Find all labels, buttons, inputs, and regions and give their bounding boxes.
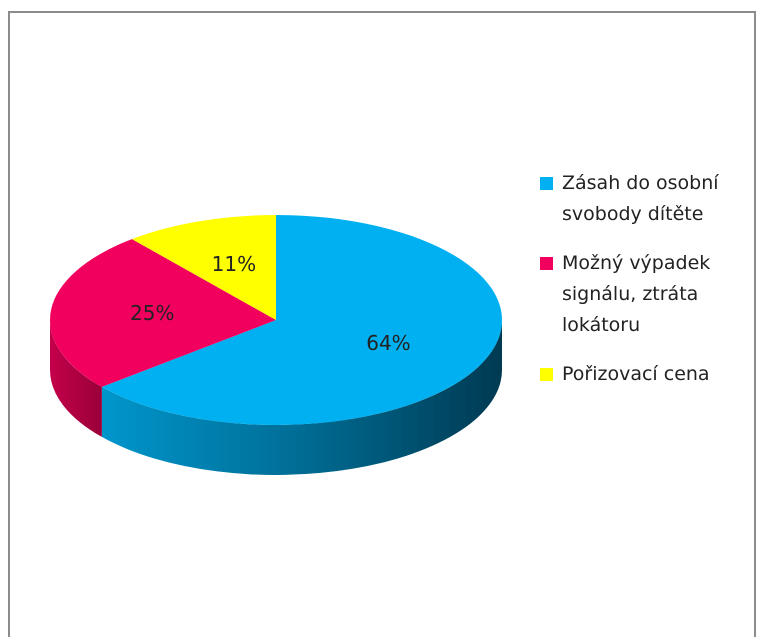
- legend-label: Možný výpadek signálu, ztráta lokátoru: [562, 252, 711, 336]
- frame: [8, 11, 756, 637]
- pie-slice: [101, 215, 503, 426]
- data-label: 64%: [366, 331, 410, 355]
- legend-item: Možný výpadek signálu, ztráta lokátoru: [540, 248, 740, 341]
- legend-item: Pořizovací cena: [540, 359, 740, 390]
- data-label: 11%: [212, 252, 256, 276]
- pie-side: [101, 320, 502, 476]
- legend-item: Zásah do osobní svobody dítěte: [540, 168, 740, 230]
- data-label: 25%: [130, 301, 174, 325]
- pie-slice: [131, 215, 276, 320]
- legend: Zásah do osobní svobody dítěte Možný výpa…: [540, 168, 740, 408]
- pie-slice: [50, 239, 276, 387]
- legend-swatch: [540, 257, 553, 270]
- legend-label: Pořizovací cena: [562, 363, 710, 385]
- legend-swatch: [540, 368, 553, 381]
- legend-swatch: [540, 177, 553, 190]
- pie-side: [50, 320, 102, 437]
- legend-label: Zásah do osobní svobody dítěte: [562, 172, 719, 225]
